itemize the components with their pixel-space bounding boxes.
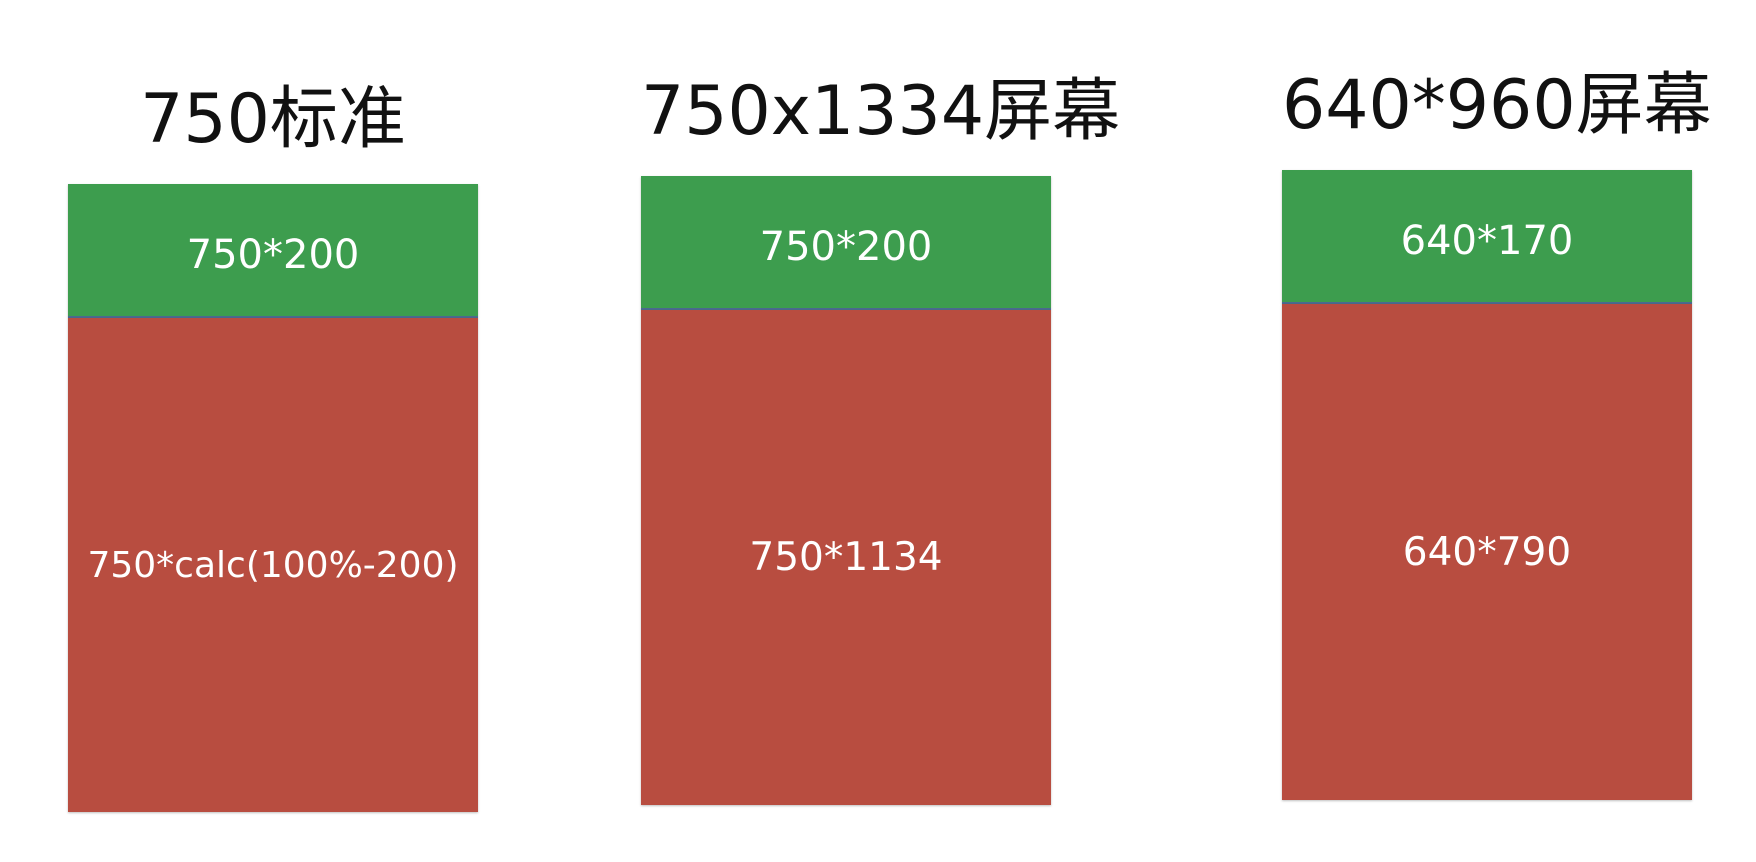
header-block: 750*200 xyxy=(641,176,1051,310)
content-block: 640*790 xyxy=(1282,304,1692,800)
content-block: 750*calc(100%-200) xyxy=(68,318,478,812)
header-block-label: 750*200 xyxy=(759,224,933,270)
header-block: 750*200 xyxy=(68,184,478,318)
content-block-label: 750*1134 xyxy=(749,535,943,580)
header-block: 640*170 xyxy=(1282,170,1692,304)
content-block-label: 750*calc(100%-200) xyxy=(87,544,459,586)
panel-title: 750标准 xyxy=(140,80,406,159)
panel-title: 640*960屏幕 xyxy=(1282,66,1712,145)
content-block-label: 640*790 xyxy=(1402,529,1572,575)
header-block-label: 640*170 xyxy=(1400,218,1574,264)
panel-750x1334-screen: 750x1334屏幕 750*200 750*1134 xyxy=(641,0,1121,862)
panel-title: 750x1334屏幕 xyxy=(641,72,1121,151)
content-block: 750*1134 xyxy=(641,310,1051,805)
panel-640x960-screen: 640*960屏幕 640*170 640*790 xyxy=(1282,0,1712,862)
panel-750-standard: 750标准 750*200 750*calc(100%-200) xyxy=(68,0,478,862)
header-block-label: 750*200 xyxy=(186,232,360,278)
